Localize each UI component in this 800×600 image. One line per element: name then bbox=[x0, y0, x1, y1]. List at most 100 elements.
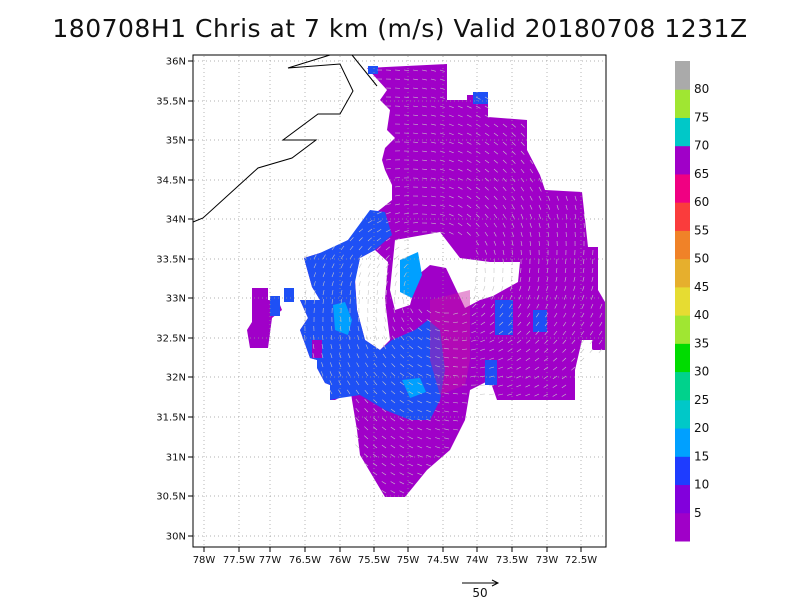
wind-vector bbox=[403, 281, 406, 287]
wind-vector bbox=[340, 254, 344, 260]
lon-tick-label: 74.5W bbox=[427, 555, 459, 566]
wind-vector bbox=[373, 390, 378, 395]
wind-vector bbox=[394, 238, 400, 242]
wind-vector bbox=[565, 195, 568, 201]
wind-vector bbox=[453, 419, 459, 422]
wind-vector bbox=[382, 381, 387, 386]
wind-vector bbox=[358, 317, 360, 323]
wind-vector bbox=[484, 276, 486, 282]
wind-vector bbox=[390, 435, 396, 440]
wind-vector bbox=[430, 96, 436, 99]
wind-vector bbox=[511, 195, 516, 201]
wind-vector bbox=[580, 330, 585, 336]
wind-vector bbox=[448, 213, 454, 217]
wind-vector bbox=[417, 409, 423, 413]
wind-vector bbox=[363, 453, 369, 458]
wind-vector bbox=[475, 177, 481, 182]
wind-vector bbox=[340, 290, 343, 296]
wind-vector bbox=[537, 276, 540, 282]
wind-vector bbox=[399, 490, 405, 494]
wind-vector bbox=[403, 272, 407, 278]
wind-field-highlight bbox=[430, 290, 470, 395]
wind-vector bbox=[412, 114, 418, 117]
wind-vector bbox=[417, 400, 423, 404]
wind-vector bbox=[493, 195, 498, 200]
wind-vector bbox=[385, 229, 391, 233]
wind-vector bbox=[573, 267, 576, 273]
wind-field-cyan-patch bbox=[333, 302, 352, 335]
wind-vector bbox=[466, 105, 472, 109]
wind-vector bbox=[329, 389, 333, 395]
wind-vector bbox=[385, 212, 391, 215]
wind-vector bbox=[470, 366, 477, 368]
wind-vector bbox=[439, 141, 445, 144]
wind-vector bbox=[358, 281, 361, 287]
wind-vector bbox=[462, 330, 468, 333]
wind-vector bbox=[520, 240, 523, 246]
wind-vector bbox=[381, 417, 387, 422]
wind-vector bbox=[444, 410, 450, 413]
wind-vector bbox=[502, 204, 507, 210]
colorbar-label: 25 bbox=[694, 393, 709, 407]
wind-vector bbox=[544, 348, 549, 353]
wind-vector bbox=[358, 290, 361, 296]
wind-vector bbox=[484, 96, 490, 100]
wind-vector bbox=[347, 362, 351, 368]
colorbar-label: 45 bbox=[694, 280, 709, 294]
wind-vector bbox=[493, 213, 498, 219]
wind-vector bbox=[547, 213, 550, 219]
wind-vector bbox=[399, 436, 405, 440]
wind-vector bbox=[499, 312, 504, 317]
wind-vector bbox=[435, 455, 441, 458]
wind-vector bbox=[443, 330, 450, 332]
wind-vector bbox=[364, 417, 369, 422]
wind-vector bbox=[448, 177, 454, 181]
wind-vector bbox=[511, 222, 515, 228]
wind-vector bbox=[348, 335, 351, 341]
wind-vector bbox=[408, 436, 414, 440]
wind-vector bbox=[555, 276, 558, 282]
wind-vector bbox=[582, 267, 585, 273]
wind-vector bbox=[339, 335, 342, 341]
wind-vector bbox=[313, 263, 317, 269]
wind-vector bbox=[475, 96, 481, 100]
lon-tick-label: 73W bbox=[536, 555, 559, 566]
coastline-ne bbox=[351, 54, 378, 87]
wind-vector bbox=[525, 375, 531, 379]
wind-vector bbox=[571, 339, 576, 345]
wind-vector bbox=[385, 168, 391, 170]
wind-vector bbox=[417, 472, 423, 476]
wind-vector bbox=[564, 267, 567, 273]
wind-vector bbox=[511, 177, 516, 183]
wind-vector bbox=[571, 366, 576, 371]
wind-vector bbox=[574, 213, 577, 219]
wind-vector bbox=[355, 417, 360, 422]
wind-vector bbox=[475, 141, 481, 145]
wind-vector bbox=[373, 381, 378, 386]
wind-vector bbox=[399, 399, 405, 404]
wind-vector bbox=[457, 150, 463, 154]
lon-tick-label: 78W bbox=[193, 555, 216, 566]
colorbar-segment bbox=[675, 89, 690, 118]
wind-vector bbox=[546, 276, 549, 282]
wind-vector bbox=[511, 240, 514, 246]
wind-vector bbox=[448, 222, 454, 226]
wind-vector bbox=[507, 339, 513, 344]
colorbar-label: 60 bbox=[694, 195, 709, 209]
wind-vector bbox=[538, 240, 540, 247]
wind-vector bbox=[507, 384, 513, 387]
wind-vector bbox=[363, 462, 369, 467]
wind-vector bbox=[590, 303, 594, 309]
wind-vector bbox=[367, 281, 370, 287]
wind-vector bbox=[384, 308, 387, 314]
wind-vector bbox=[599, 312, 603, 318]
wind-vector bbox=[421, 195, 428, 197]
wind-vector bbox=[358, 228, 364, 233]
wind-vector bbox=[439, 114, 445, 117]
wind-vector bbox=[466, 159, 472, 163]
wind-vector bbox=[426, 319, 432, 323]
wind-vector bbox=[475, 231, 480, 237]
lon-tick-label: 76W bbox=[329, 555, 352, 566]
wind-vector bbox=[439, 159, 445, 162]
storm-eye-region bbox=[390, 232, 520, 310]
